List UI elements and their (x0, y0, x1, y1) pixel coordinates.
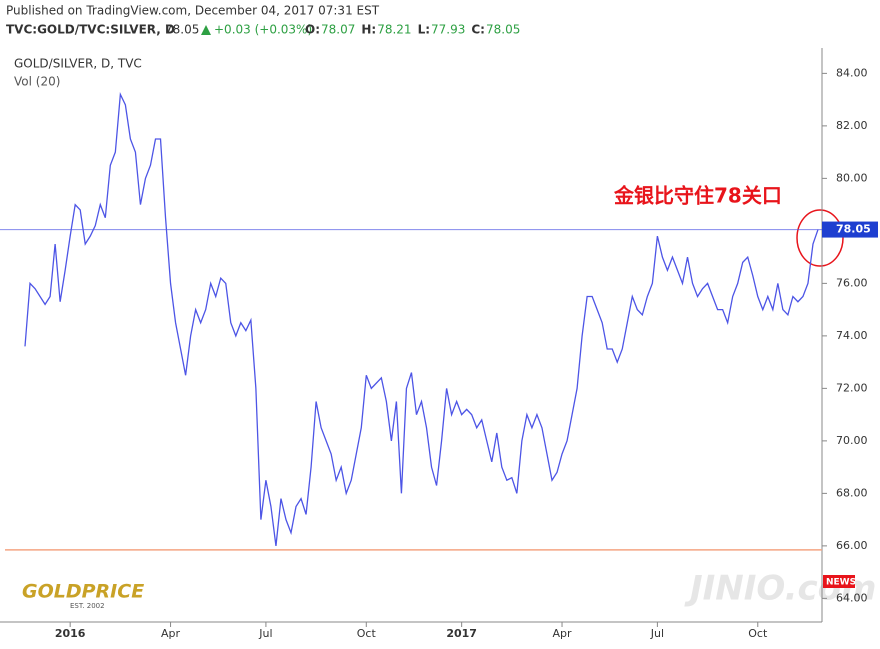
y-tick-label: 76.00 (836, 276, 868, 289)
x-tick-label: 2017 (446, 627, 477, 640)
legend-subtitle: Vol (20) (14, 75, 60, 89)
ohlc-label: O: (305, 23, 320, 37)
ohlc: O: 78.07 H: 78.21 L: 77.93 C: 78.05 (305, 23, 520, 37)
ohlc-label: C: (471, 23, 485, 37)
badge (823, 575, 855, 588)
price-tag (822, 221, 878, 238)
y-tick-label: 82.00 (836, 119, 868, 132)
x-tick-label: Apr (553, 627, 573, 640)
annotation: 金银比守住78关口 (613, 184, 782, 208)
x-tick-label: 2016 (55, 627, 86, 640)
logo: GOLDPRICE (22, 581, 144, 603)
y-tick-label: 68.00 (836, 486, 868, 499)
change: +0.03 (+0.03%) (214, 23, 312, 37)
up-arrow (201, 25, 211, 35)
ohlc-label: L: (418, 23, 430, 37)
ohlc-value: 78.07 (321, 23, 355, 37)
y-tick-label: 66.00 (836, 539, 868, 552)
y-tick-label: 70.00 (836, 434, 868, 447)
price: 78.05 (165, 23, 199, 37)
legend-title: GOLD/SILVER, D, TVC (14, 57, 142, 71)
y-tick-label: 84.00 (836, 66, 868, 79)
x-tick-label: Oct (748, 627, 768, 640)
ohlc-value: 78.21 (377, 23, 411, 37)
y-tick-label: 64.00 (836, 591, 868, 604)
x-tick-label: Apr (161, 627, 181, 640)
ohlc-value: 77.93 (431, 23, 465, 37)
y-tick-label: 74.00 (836, 329, 868, 342)
y-tick-label: 72.00 (836, 381, 868, 394)
x-tick-label: Jul (258, 627, 272, 640)
published: Published on TradingView.com, December 0… (6, 4, 380, 18)
x-tick-label: Jul (650, 627, 664, 640)
series-line (24, 91, 819, 546)
ohlc-value: 78.05 (486, 23, 520, 37)
highlight-circle (796, 209, 844, 267)
logo-sub: EST. 2002 (70, 602, 105, 610)
y-tick-label: 80.00 (836, 171, 868, 184)
ohlc-label: H: (361, 23, 376, 37)
x-tick-label: Oct (357, 627, 377, 640)
price-tag-label: 78.05 (836, 223, 871, 236)
watermark-badge: NEWS (826, 578, 856, 588)
symbol: TVC:GOLD/TVC:SILVER, D (6, 23, 175, 37)
